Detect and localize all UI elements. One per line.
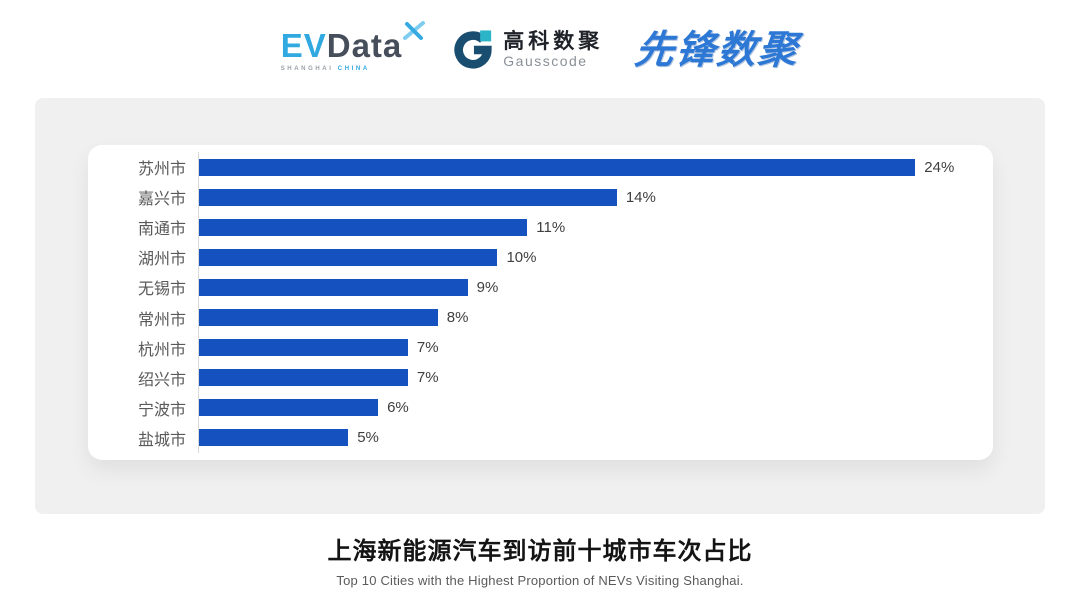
- logo-bar: EV Data SHANGHAI CHINA 高科数聚 Gausscode 先锋数…: [0, 18, 1080, 82]
- category-label: 湖州市: [137, 251, 186, 269]
- plot-area: 14%: [198, 182, 975, 213]
- value-label: 10%: [506, 248, 537, 266]
- caption: 上海新能源汽车到访前十城市车次占比 Top 10 Cities with the…: [0, 531, 1080, 588]
- value-label: 24%: [924, 158, 955, 176]
- chart-row: 常州市 8%: [88, 302, 975, 333]
- bar: [199, 218, 528, 236]
- category-label: 南通市: [137, 221, 186, 239]
- plot-area: 10%: [198, 242, 975, 273]
- chart-card: 苏州市 24% 嘉兴市 14% 南通市 11% 湖州市 10% 无锡市 9% 常州市 8% 杭州市 7% 绍…: [88, 145, 993, 460]
- category-label: 苏州市: [137, 161, 186, 179]
- chart-subtitle: Top 10 Cities with the Highest Proportio…: [336, 573, 744, 588]
- category-label: 杭州市: [137, 341, 186, 359]
- bar: [199, 429, 349, 447]
- chart-row: 苏州市 24%: [88, 152, 975, 183]
- bar: [199, 248, 498, 266]
- gausscode-logo: 高科数聚 Gausscode: [452, 29, 603, 71]
- chart-row: 南通市 11%: [88, 212, 975, 243]
- category-label: 宁波市: [137, 401, 186, 419]
- sparkle-icon: [403, 20, 426, 40]
- chart-row: 绍兴市 7%: [88, 362, 975, 393]
- evdata-subtext: SHANGHAI CHINA: [281, 66, 370, 72]
- xianfeng-shuju-logo: 先锋数聚: [627, 28, 802, 72]
- chart-row: 湖州市 10%: [88, 242, 975, 273]
- value-label: 11%: [536, 218, 566, 236]
- evdata-ev-text: EV: [280, 26, 327, 64]
- bar: [199, 158, 916, 176]
- category-label: 绍兴市: [137, 371, 186, 389]
- gausscode-cn-label: 高科数聚: [503, 30, 604, 54]
- value-label: 5%: [357, 429, 379, 447]
- plot-area: 11%: [198, 212, 975, 243]
- plot-area: 5%: [198, 422, 975, 453]
- chart-panel: 苏州市 24% 嘉兴市 14% 南通市 11% 湖州市 10% 无锡市 9% 常州市 8% 杭州市 7% 绍…: [35, 98, 1045, 514]
- plot-area: 7%: [198, 332, 975, 363]
- evdata-wordmark: EV Data: [280, 20, 427, 64]
- chart-row: 宁波市 6%: [88, 392, 975, 423]
- gausscode-en-label: Gausscode: [503, 53, 588, 70]
- evdata-logo: EV Data SHANGHAI CHINA: [280, 20, 427, 72]
- category-label: 嘉兴市: [137, 191, 186, 209]
- plot-area: 9%: [198, 272, 975, 303]
- bar: [199, 339, 408, 357]
- bar: [199, 278, 468, 296]
- evdata-sub-china: CHINA: [337, 65, 370, 72]
- value-label: 8%: [446, 309, 469, 327]
- bar: [199, 399, 379, 417]
- value-label: 9%: [476, 278, 499, 296]
- category-label: 无锡市: [137, 281, 186, 299]
- chart-row: 杭州市 7%: [88, 332, 975, 363]
- horizontal-bar-chart: 苏州市 24% 嘉兴市 14% 南通市 11% 湖州市 10% 无锡市 9% 常州市 8% 杭州市 7% 绍…: [88, 152, 975, 453]
- gausscode-g-icon: [454, 30, 492, 69]
- evdata-data-text: Data: [326, 26, 403, 64]
- value-label: 6%: [387, 399, 409, 417]
- evdata-sub-shanghai: SHANGHAI: [280, 65, 334, 72]
- category-label: 常州市: [137, 311, 186, 329]
- bar: [199, 309, 438, 327]
- chart-row: 嘉兴市 14%: [88, 182, 975, 213]
- gausscode-text: 高科数聚 Gausscode: [503, 30, 603, 69]
- value-label: 7%: [416, 339, 439, 357]
- bar: [199, 188, 617, 206]
- plot-area: 6%: [198, 392, 975, 423]
- plot-area: 8%: [198, 302, 975, 333]
- chart-row: 盐城市 5%: [88, 422, 975, 453]
- plot-area: 7%: [198, 362, 975, 393]
- bar: [199, 369, 408, 387]
- xianfeng-shuju-text: 先锋数聚: [633, 28, 802, 72]
- category-label: 盐城市: [137, 431, 186, 449]
- value-label: 7%: [416, 369, 439, 387]
- chart-title: 上海新能源汽车到访前十城市车次占比: [327, 538, 753, 565]
- value-label: 14%: [625, 188, 656, 206]
- plot-area: 24%: [198, 152, 975, 183]
- chart-row: 无锡市 9%: [88, 272, 975, 303]
